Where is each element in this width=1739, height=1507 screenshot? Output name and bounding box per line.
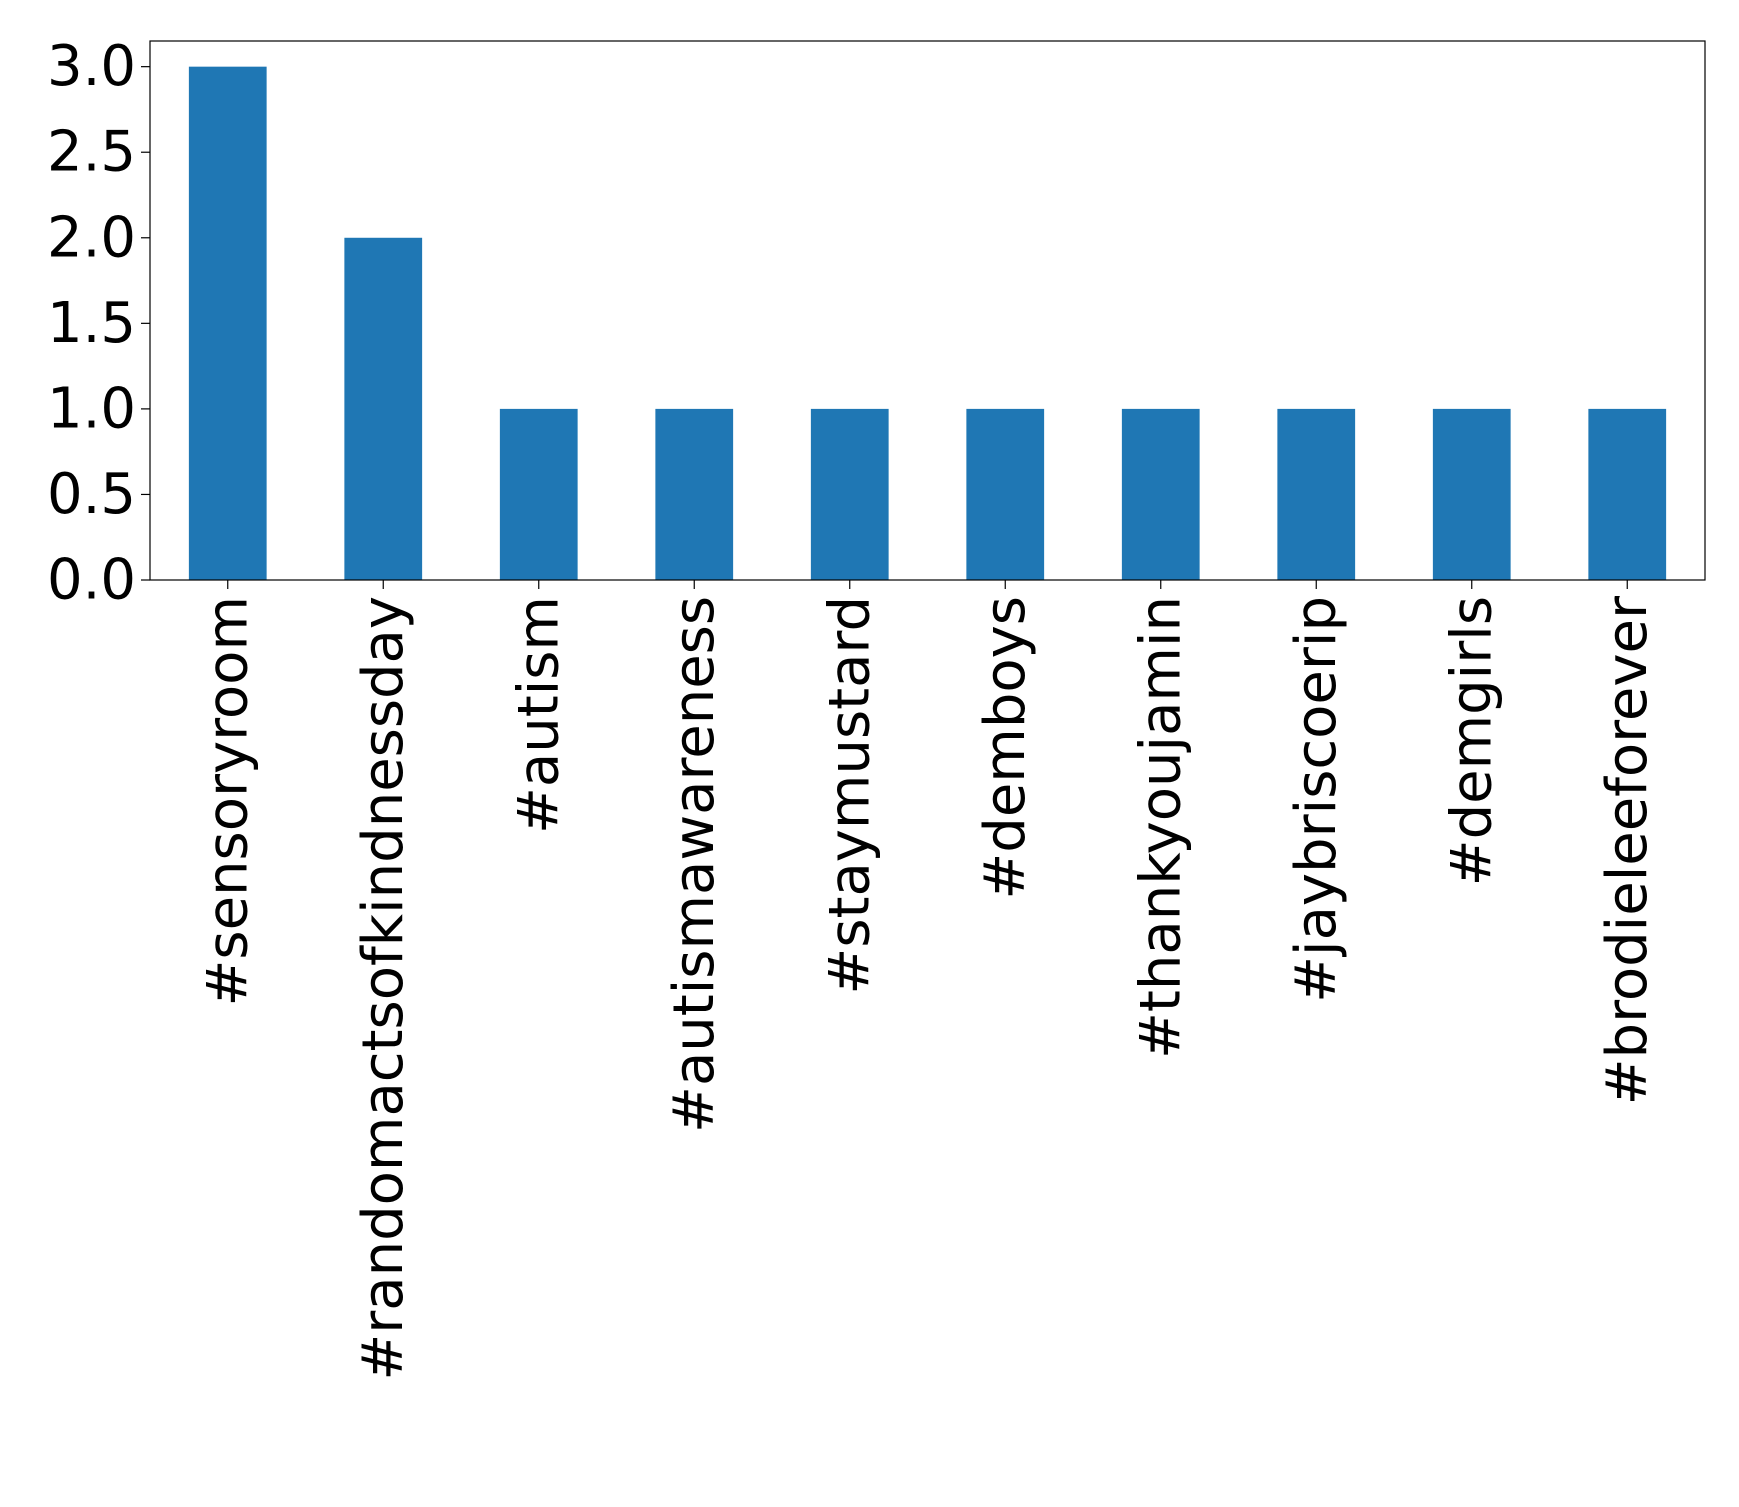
x-tick-label: #sensoryroom [195, 596, 260, 1007]
y-tick-label: 0.0 [47, 548, 136, 613]
y-tick-label: 3.0 [47, 34, 136, 99]
bar-staymustard [810, 408, 889, 580]
bar-sensoryroom [188, 66, 267, 580]
x-tick-label: #autismawareness [662, 596, 727, 1133]
x-tick-label: #demboys [973, 596, 1038, 900]
x-tick-label: #autism [506, 596, 571, 834]
x-tick-label: #thankyoujamin [1128, 596, 1193, 1059]
y-tick-label: 2.0 [47, 205, 136, 270]
x-tick-label: #demgirls [1439, 596, 1504, 886]
y-tick-label: 1.0 [47, 376, 136, 441]
y-tick-label: 1.5 [47, 291, 136, 356]
bar-brodieleeforever [1588, 408, 1667, 580]
bar-jaybriscoerip [1277, 408, 1356, 580]
bars-group [188, 66, 1667, 580]
bar-thankyoujamin [1121, 408, 1200, 580]
y-axis: 0.0 0.5 1.0 1.5 2.0 2.5 3.0 [47, 34, 150, 613]
bar-demgirls [1432, 408, 1511, 580]
x-tick-label: #brodieleeforever [1595, 595, 1660, 1105]
plot-frame [149, 40, 1706, 581]
bar-autismawareness [655, 408, 734, 580]
bar-randomactsofkindnessday [344, 237, 423, 580]
bar-demboys [966, 408, 1045, 580]
x-tick-label: #randomactsofkindnessday [351, 596, 416, 1381]
x-axis: #sensoryroom #randomactsofkindnessday #aut… [195, 580, 1660, 1381]
bar-autism [499, 408, 578, 580]
y-tick-label: 2.5 [47, 120, 136, 185]
y-tick-label: 0.5 [47, 462, 136, 527]
x-tick-label: #jaybriscoerip [1284, 596, 1349, 1003]
x-tick-label: #staymustard [817, 596, 882, 995]
